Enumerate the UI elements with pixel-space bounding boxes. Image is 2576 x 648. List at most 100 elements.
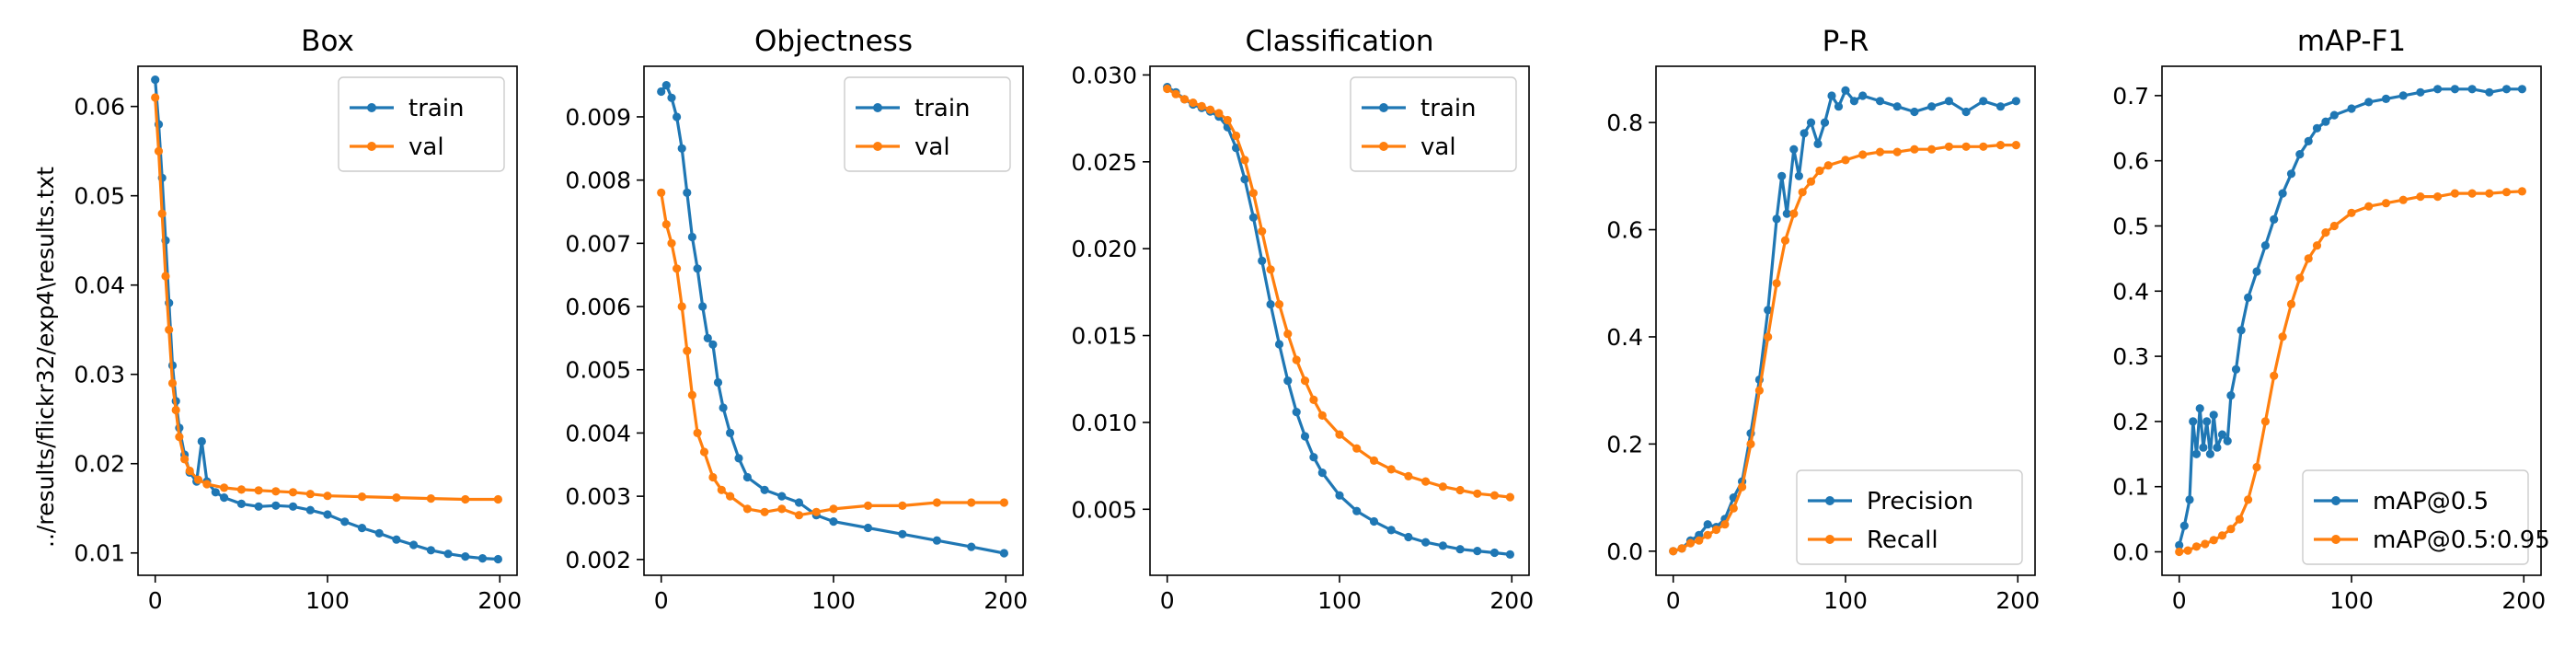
legend-label: val bbox=[914, 133, 950, 161]
data-point bbox=[2329, 110, 2339, 120]
y-tick-label: 0.005 bbox=[565, 357, 631, 384]
data-point bbox=[1369, 456, 1379, 465]
data-point bbox=[742, 504, 753, 514]
data-point bbox=[1179, 95, 1190, 104]
data-point bbox=[197, 436, 206, 446]
data-point bbox=[742, 472, 753, 482]
data-point bbox=[1910, 145, 1919, 154]
data-point bbox=[2467, 85, 2477, 94]
data-point bbox=[443, 550, 453, 559]
x-tick-label: 200 bbox=[2501, 587, 2546, 614]
data-point bbox=[2260, 241, 2270, 250]
data-point bbox=[1421, 538, 1431, 547]
data-point bbox=[1789, 145, 1799, 154]
data-point bbox=[1841, 156, 1850, 165]
data-point bbox=[1800, 129, 1809, 138]
data-point bbox=[1421, 477, 1431, 486]
data-point bbox=[2199, 443, 2208, 452]
data-point bbox=[719, 403, 728, 412]
data-point bbox=[2295, 150, 2305, 159]
data-point bbox=[2175, 547, 2184, 557]
data-point bbox=[726, 428, 735, 437]
data-point bbox=[171, 405, 180, 415]
data-point bbox=[202, 480, 212, 489]
y-tick-label: 0.004 bbox=[565, 420, 631, 446]
data-point bbox=[1505, 492, 1514, 502]
x-tick-label: 100 bbox=[811, 587, 856, 614]
data-point bbox=[2217, 430, 2227, 439]
data-point bbox=[2381, 199, 2391, 208]
data-point bbox=[1798, 188, 1807, 197]
data-point bbox=[236, 499, 246, 509]
y-tick-label: 0.030 bbox=[1071, 62, 1137, 88]
data-point bbox=[2381, 94, 2391, 103]
data-point bbox=[151, 93, 160, 102]
legend-swatch-marker bbox=[1379, 142, 1388, 151]
legend-box bbox=[1796, 469, 2023, 565]
chart-panel-0: Box 0 100 200 0.01 0.02 0.03 0.04 0.05 0.06 train v… bbox=[74, 25, 522, 614]
data-point bbox=[863, 501, 873, 511]
data-point bbox=[667, 238, 676, 248]
data-point bbox=[2270, 371, 2279, 380]
data-point bbox=[932, 536, 942, 545]
y-tick-label: 0.025 bbox=[1071, 149, 1137, 176]
data-point bbox=[2450, 85, 2459, 94]
data-point bbox=[1772, 214, 1781, 224]
series-1 bbox=[1669, 141, 2020, 556]
y-tick-label: 0.02 bbox=[74, 451, 125, 478]
data-point bbox=[185, 466, 194, 476]
data-point bbox=[1266, 265, 1275, 274]
data-point bbox=[1404, 532, 1413, 542]
data-point bbox=[863, 523, 873, 533]
chart-panel-4: mAP-F1 0 100 200 0.0 0.1 0.2 0.3 0.4 0.5 0.6 0.7 mAP… bbox=[2112, 25, 2550, 614]
series-line bbox=[154, 97, 499, 502]
data-point bbox=[687, 232, 697, 242]
data-point bbox=[2398, 91, 2408, 100]
data-point bbox=[2312, 241, 2322, 250]
legend-label: train bbox=[914, 95, 971, 122]
data-point bbox=[693, 428, 702, 437]
data-point bbox=[2304, 254, 2313, 263]
y-tick-label: 0.0 bbox=[2112, 539, 2149, 566]
y-tick-label: 0.2 bbox=[1606, 431, 1643, 457]
data-point bbox=[1979, 97, 1988, 106]
data-point bbox=[426, 494, 435, 503]
data-point bbox=[374, 528, 384, 538]
data-point bbox=[357, 524, 367, 533]
data-point bbox=[1789, 209, 1799, 218]
data-point bbox=[760, 485, 769, 494]
y-tick-label: 0.5 bbox=[2112, 213, 2149, 239]
chart-panel-3: P-R 0 100 200 0.0 0.2 0.4 0.6 0.8 Precision Recall bbox=[1606, 25, 2040, 614]
y-tick-label: 0.0 bbox=[1606, 538, 1643, 565]
data-point bbox=[1711, 525, 1721, 535]
data-point bbox=[1473, 547, 1482, 556]
legend-box bbox=[2302, 469, 2529, 565]
data-point bbox=[1205, 105, 1215, 114]
legend-label: mAP@0.5:0.95 bbox=[2373, 526, 2550, 554]
data-point bbox=[1995, 102, 2006, 111]
data-point bbox=[1841, 86, 1850, 95]
data-point bbox=[2485, 87, 2494, 97]
data-point bbox=[1455, 545, 1465, 554]
data-point bbox=[1806, 177, 1816, 186]
data-point bbox=[1927, 145, 1937, 154]
x-tick-label: 0 bbox=[1666, 587, 1681, 614]
y-tick-label: 0.2 bbox=[2112, 409, 2149, 435]
legend-swatch-marker bbox=[1825, 535, 1834, 544]
data-point bbox=[673, 112, 682, 122]
figure-ylabel: ../results/flickr32/exp4\results.txt bbox=[32, 167, 59, 548]
data-point bbox=[1240, 175, 1249, 184]
data-point bbox=[175, 433, 184, 442]
y-tick-label: 0.003 bbox=[565, 483, 631, 510]
data-point bbox=[698, 302, 707, 311]
data-point bbox=[1171, 89, 1180, 98]
data-point bbox=[1489, 491, 1500, 500]
data-point bbox=[1283, 330, 1293, 339]
data-point bbox=[1335, 491, 1344, 500]
y-tick-label: 0.1 bbox=[2112, 474, 2149, 501]
data-point bbox=[1944, 97, 1953, 106]
legend-label: val bbox=[408, 133, 444, 161]
data-point bbox=[1677, 544, 1686, 553]
data-point bbox=[323, 492, 332, 501]
data-point bbox=[1858, 150, 1868, 159]
